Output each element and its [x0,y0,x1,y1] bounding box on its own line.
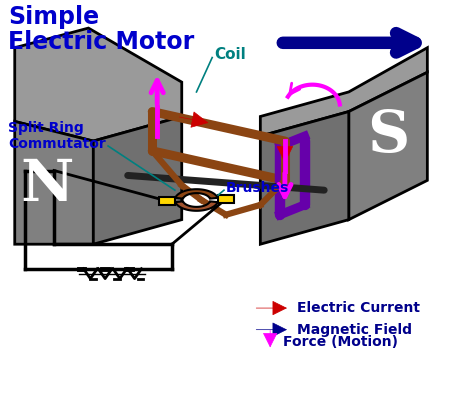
Text: Magnetic Field: Magnetic Field [297,323,412,337]
Text: N: N [20,157,74,213]
Text: Split Ring
Commutator: Split Ring Commutator [8,121,106,151]
Polygon shape [176,201,218,211]
Text: Brushes: Brushes [226,181,289,195]
Polygon shape [261,112,349,244]
Polygon shape [15,28,182,141]
Polygon shape [349,72,428,220]
Polygon shape [93,116,182,244]
Polygon shape [218,195,234,203]
Text: Force (Motion): Force (Motion) [283,336,398,350]
Polygon shape [15,122,93,244]
Polygon shape [159,197,175,205]
Text: Simple
Electric Motor: Simple Electric Motor [8,6,194,54]
Text: S: S [367,108,409,164]
Text: Coil: Coil [214,47,246,62]
Polygon shape [261,48,427,136]
Text: Electric Current: Electric Current [297,301,420,315]
Polygon shape [176,189,218,199]
